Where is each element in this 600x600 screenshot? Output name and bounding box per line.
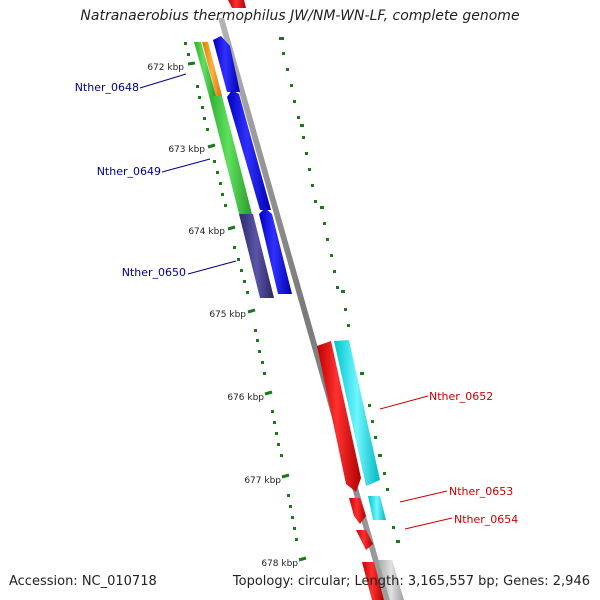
leader-lines-left — [139, 73, 237, 275]
gene-label-nther-0650: Nther_0650 — [122, 266, 186, 279]
scale-label-675: 675 kbp — [209, 310, 246, 320]
gene-nther-0652-red — [317, 341, 361, 492]
gene-red-top — [228, 0, 246, 8]
scale-label-673: 673 kbp — [168, 145, 205, 155]
scale-label-676: 676 kbp — [227, 393, 264, 403]
gene-red-bottom — [362, 562, 384, 600]
scale-labels: 672 kbp 673 kbp 674 kbp 675 kbp 676 kbp … — [147, 63, 298, 569]
gene-nther-0650-purple — [239, 214, 274, 298]
gene-features-left — [194, 36, 292, 298]
gene-nther-0653-red — [349, 498, 366, 524]
gene-blue-2 — [227, 90, 271, 210]
gene-orange — [202, 42, 222, 96]
gene-cyan-long — [334, 340, 380, 486]
gene-label-nther-0649: Nther_0649 — [97, 165, 161, 178]
genome-title: Natranaerobius thermophilus JW/NM-WN-LF,… — [80, 8, 520, 24]
gene-labels-left: Nther_0648 Nther_0649 Nther_0650 — [75, 81, 186, 279]
scale-major-ticks-left — [187, 61, 307, 562]
gene-label-nther-0654: Nther_0654 — [454, 513, 518, 526]
scale-minor-ticks-left — [184, 42, 298, 541]
gene-features-right — [228, 0, 404, 600]
gene-label-nther-0653: Nther_0653 — [449, 485, 513, 498]
gene-label-nther-0648: Nther_0648 — [75, 81, 139, 94]
gene-nther-0654-red — [356, 530, 373, 550]
gene-cyan-short — [368, 496, 386, 520]
scale-label-672: 672 kbp — [147, 63, 184, 73]
gene-blue-3 — [259, 208, 292, 294]
gene-nther-0648-green — [194, 42, 216, 96]
leader-lines-right — [379, 395, 453, 530]
gene-label-nther-0652: Nther_0652 — [429, 390, 493, 403]
scale-label-674: 674 kbp — [188, 227, 225, 237]
accession-text: Accession: NC_010718 — [9, 574, 157, 589]
scale-ticks-right — [279, 37, 400, 543]
scale-label-678: 678 kbp — [261, 559, 298, 569]
scale-label-677: 677 kbp — [244, 476, 281, 486]
gene-labels-right: Nther_0652 Nther_0653 Nther_0654 — [429, 390, 518, 526]
gene-gray-bottom — [378, 560, 404, 600]
gene-nther-0649-green — [209, 96, 252, 214]
genome-summary-text: Topology: circular; Length: 3,165,557 bp… — [232, 574, 590, 589]
gene-blue-1 — [213, 36, 240, 92]
